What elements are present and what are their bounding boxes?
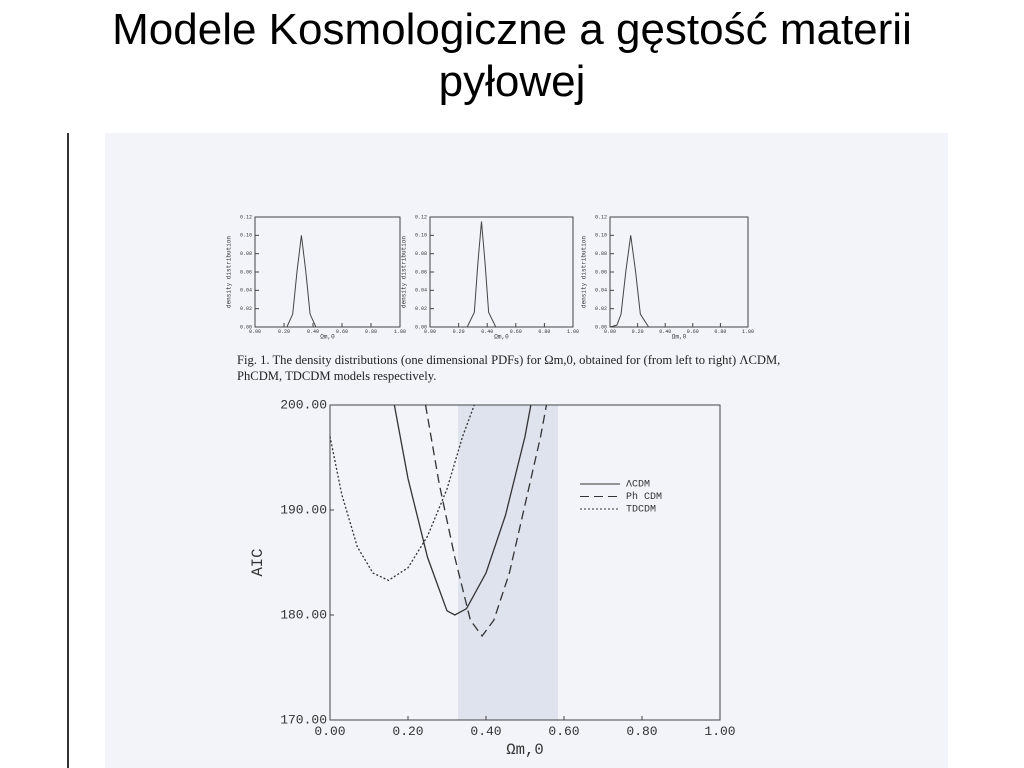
x-axis-label: Ωm,0: [672, 334, 687, 341]
y-axis-label: AIC: [249, 548, 267, 576]
data-line: [424, 404, 548, 638]
data-line: [430, 221, 573, 328]
x-tick-label: 1.00: [704, 724, 735, 739]
y-tick-label: 0.10: [595, 233, 607, 239]
x-tick-label: 1.00: [742, 329, 754, 335]
y-tick-label: 200.00: [280, 397, 327, 412]
x-tick-label: 0.20: [278, 329, 290, 335]
y-tick-label: 0.12: [595, 214, 607, 220]
legend-label: TDCDM: [626, 505, 656, 516]
y-tick-label: 0.08: [240, 251, 252, 257]
y-axis-label: density distribution: [581, 236, 588, 308]
x-tick-label: 0.00: [249, 329, 261, 335]
x-tick-label: 0.00: [314, 724, 345, 739]
x-tick-label: 0.60: [336, 329, 348, 335]
x-tick-label: 0.20: [392, 724, 423, 739]
x-tick-label: 0.00: [604, 329, 616, 335]
y-tick-label: 0.10: [240, 233, 252, 239]
x-tick-label: 0.40: [659, 329, 671, 335]
y-tick-label: 0.10: [415, 233, 427, 239]
y-tick-label: 0.00: [415, 324, 427, 330]
slide-title: Modele Kosmologiczne a gęstość materii p…: [112, 5, 912, 106]
figure-caption: Fig. 1. The density distributions (one d…: [237, 353, 781, 383]
y-tick-label: 0.02: [415, 306, 427, 312]
x-tick-label: 0.80: [365, 329, 377, 335]
y-tick-label: 0.00: [595, 324, 607, 330]
data-line: [609, 235, 748, 328]
y-tick-label: 180.00: [280, 607, 327, 622]
y-tick-label: 0.08: [415, 251, 427, 257]
x-tick-label: 0.20: [453, 329, 465, 335]
x-tick-label: 1.00: [567, 329, 579, 335]
x-tick-label: 0.40: [470, 724, 501, 739]
x-tick-label: 0.80: [714, 329, 726, 335]
x-tick-label: 0.40: [481, 329, 493, 335]
y-tick-label: 0.12: [415, 214, 427, 220]
data-line: [329, 404, 475, 582]
y-tick-label: 0.06: [415, 269, 427, 275]
y-tick-label: 170.00: [280, 712, 327, 727]
x-tick-label: 0.60: [687, 329, 699, 335]
y-tick-label: 0.04: [415, 288, 427, 294]
y-tick-label: 0.06: [595, 269, 607, 275]
y-axis-label: density distribution: [401, 236, 408, 308]
x-tick-label: 1.00: [394, 329, 406, 335]
data-line: [393, 404, 532, 616]
legend-label: Ph CDM: [626, 491, 662, 503]
y-tick-label: 0.08: [595, 251, 607, 257]
y-tick-label: 0.02: [240, 306, 252, 312]
x-tick-label: 0.60: [548, 724, 579, 739]
x-axis-label: Ωm,0: [320, 334, 335, 341]
shaded-band: [458, 405, 558, 720]
y-tick-label: 190.00: [280, 502, 327, 517]
x-tick-label: 0.80: [626, 724, 657, 739]
data-line: [255, 235, 400, 328]
x-tick-label: 0.80: [538, 329, 550, 335]
x-tick-label: 0.60: [510, 329, 522, 335]
y-tick-label: 0.00: [240, 324, 252, 330]
y-tick-label: 0.04: [595, 288, 607, 294]
y-tick-label: 0.06: [240, 269, 252, 275]
x-axis-label: Ωm,0: [494, 334, 509, 341]
legend-label: ΛCDM: [626, 480, 650, 491]
x-tick-label: 0.40: [307, 329, 319, 335]
x-tick-label: 0.00: [424, 329, 436, 335]
y-tick-label: 0.04: [240, 288, 252, 294]
plot-frame: [329, 404, 721, 721]
y-axis-label: density distribution: [226, 236, 233, 308]
x-axis-label: Ωm,0: [506, 741, 543, 759]
y-tick-label: 0.12: [240, 214, 252, 220]
y-tick-label: 0.02: [595, 306, 607, 312]
x-tick-label: 0.20: [632, 329, 644, 335]
